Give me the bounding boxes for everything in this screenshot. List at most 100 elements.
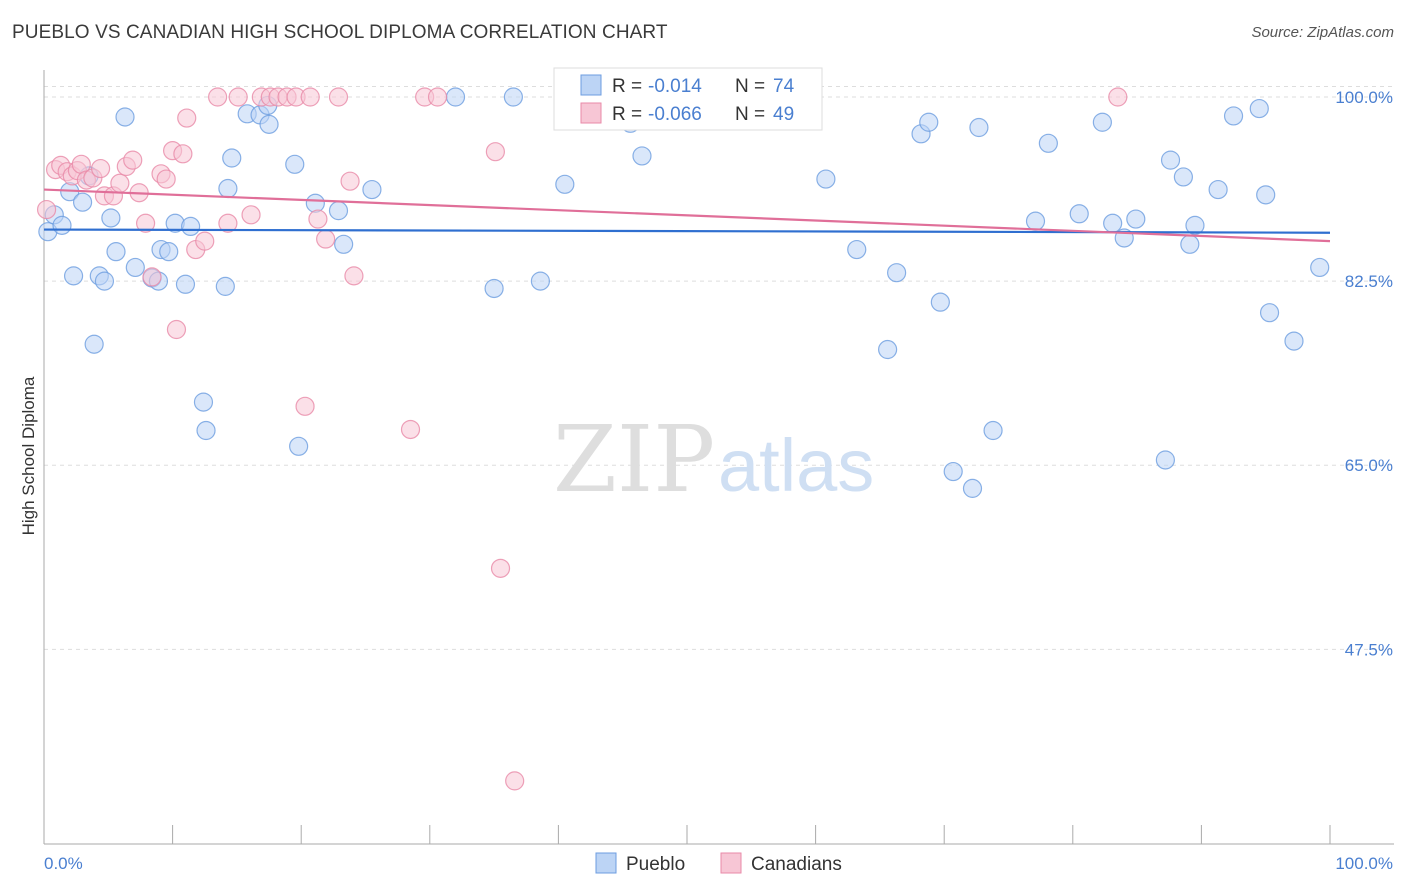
x-axis-ticks — [43, 825, 1331, 844]
legend-label-pueblo[interactable]: Pueblo — [626, 854, 685, 875]
data-point-pueblo[interactable] — [362, 179, 382, 200]
data-point-pueblo[interactable] — [632, 146, 652, 166]
data-point-canadians[interactable] — [228, 87, 248, 107]
data-point-pueblo[interactable] — [555, 174, 575, 194]
y-tick-label: 65.0% — [1345, 456, 1393, 475]
data-point-pueblo[interactable] — [115, 107, 135, 127]
data-point-pueblo[interactable] — [887, 263, 907, 283]
data-point-pueblo[interactable] — [1249, 98, 1269, 119]
data-point-canadians[interactable] — [1108, 87, 1128, 107]
data-point-pueblo[interactable] — [72, 192, 93, 212]
data-point-pueblo[interactable] — [503, 87, 523, 107]
data-point-pueblo[interactable] — [1092, 112, 1112, 132]
data-point-pueblo[interactable] — [878, 339, 898, 360]
data-point-pueblo[interactable] — [328, 201, 349, 221]
data-point-pueblo[interactable] — [289, 436, 309, 456]
data-point-pueblo[interactable] — [1025, 211, 1046, 231]
trend-line-pueblo — [43, 228, 1331, 234]
data-point-canadians[interactable] — [490, 558, 511, 578]
data-point-canadians[interactable] — [195, 231, 215, 251]
data-point-canadians[interactable] — [142, 267, 162, 287]
data-point-canadians[interactable] — [173, 144, 193, 164]
data-point-pueblo[interactable] — [334, 234, 354, 254]
data-point-pueblo[interactable] — [1126, 209, 1146, 229]
series-legend: Pueblo Canadians — [595, 852, 842, 875]
data-point-pueblo[interactable] — [969, 117, 989, 138]
data-point-canadians[interactable] — [110, 173, 130, 193]
data-point-pueblo[interactable] — [1208, 179, 1228, 200]
data-point-canadians[interactable] — [123, 150, 143, 170]
data-point-pueblo[interactable] — [847, 239, 867, 260]
data-point-pueblo[interactable] — [106, 242, 126, 262]
data-point-pueblo[interactable] — [218, 178, 238, 199]
data-point-canadians[interactable] — [295, 396, 315, 416]
data-point-pueblo[interactable] — [215, 276, 235, 296]
data-point-pueblo[interactable] — [816, 169, 836, 189]
data-point-canadians[interactable] — [36, 199, 57, 220]
data-point-pueblo[interactable] — [1180, 234, 1200, 254]
data-point-canadians[interactable] — [308, 209, 328, 229]
data-point-pueblo[interactable] — [1223, 106, 1244, 126]
data-point-canadians[interactable] — [505, 771, 525, 791]
data-point-canadians[interactable] — [344, 266, 364, 286]
data-point-pueblo[interactable] — [159, 242, 179, 262]
data-point-pueblo[interactable] — [445, 87, 466, 107]
data-point-pueblo[interactable] — [1256, 185, 1276, 205]
data-point-canadians[interactable] — [177, 108, 197, 128]
data-point-pueblo[interactable] — [943, 461, 963, 482]
data-point-pueblo[interactable] — [1103, 213, 1123, 233]
source-label: Source: ZipAtlas.com — [1251, 24, 1394, 41]
stats-swatch-pueblo — [580, 74, 602, 96]
data-point-pueblo[interactable] — [1038, 133, 1058, 153]
data-point-pueblo[interactable] — [1310, 257, 1330, 278]
data-point-pueblo[interactable] — [285, 154, 305, 174]
data-point-pueblo[interactable] — [181, 216, 201, 237]
data-point-pueblo[interactable] — [125, 257, 145, 278]
data-point-pueblo[interactable] — [919, 112, 939, 132]
data-point-canadians[interactable] — [241, 205, 261, 225]
data-point-pueblo[interactable] — [1160, 150, 1181, 170]
data-point-canadians[interactable] — [300, 87, 320, 107]
data-point-canadians[interactable] — [316, 229, 336, 249]
legend-swatch-pueblo[interactable] — [595, 852, 617, 874]
data-point-pueblo[interactable] — [94, 271, 115, 291]
data-point-pueblo[interactable] — [101, 208, 121, 228]
data-point-pueblo[interactable] — [52, 215, 72, 235]
data-point-pueblo[interactable] — [930, 292, 950, 312]
legend-swatch-canadians[interactable] — [720, 852, 742, 874]
data-point-pueblo[interactable] — [63, 266, 84, 286]
data-point-pueblo[interactable] — [1259, 303, 1280, 323]
data-point-pueblo[interactable] — [1185, 215, 1205, 235]
data-point-pueblo[interactable] — [983, 420, 1003, 441]
data-point-pueblo[interactable] — [1155, 450, 1175, 470]
data-point-canadians[interactable] — [166, 319, 187, 340]
data-point-pueblo[interactable] — [962, 478, 983, 498]
data-point-pueblo[interactable] — [193, 392, 214, 412]
data-point-pueblo[interactable] — [196, 420, 216, 441]
data-point-pueblo[interactable] — [484, 278, 504, 299]
data-point-canadians[interactable] — [135, 213, 156, 233]
data-point-pueblo[interactable] — [530, 271, 550, 291]
legend-label-canadians[interactable]: Canadians — [751, 854, 842, 875]
data-point-pueblo[interactable] — [175, 274, 196, 294]
data-point-pueblo[interactable] — [305, 193, 325, 213]
data-point-canadians[interactable] — [156, 169, 176, 189]
data-point-pueblo[interactable] — [1284, 331, 1304, 351]
data-point-pueblo[interactable] — [1173, 167, 1193, 187]
data-point-canadians[interactable] — [400, 419, 421, 440]
data-point-canadians[interactable] — [340, 171, 360, 191]
y-tick-label: 100.0% — [1335, 88, 1393, 107]
data-point-pueblo[interactable] — [259, 114, 279, 134]
data-point-canadians[interactable] — [208, 87, 228, 107]
data-point-canadians[interactable] — [218, 213, 238, 233]
data-point-canadians[interactable] — [90, 158, 111, 179]
stats-n-label-pueblo: N = — [735, 76, 765, 97]
data-point-pueblo[interactable] — [222, 148, 242, 168]
data-point-canadians[interactable] — [485, 142, 505, 162]
data-point-pueblo[interactable] — [1069, 204, 1089, 224]
data-point-pueblo[interactable] — [84, 334, 104, 354]
stats-n-label-canadians: N = — [735, 104, 765, 125]
data-point-canadians[interactable] — [427, 87, 448, 107]
data-point-canadians[interactable] — [328, 87, 349, 107]
